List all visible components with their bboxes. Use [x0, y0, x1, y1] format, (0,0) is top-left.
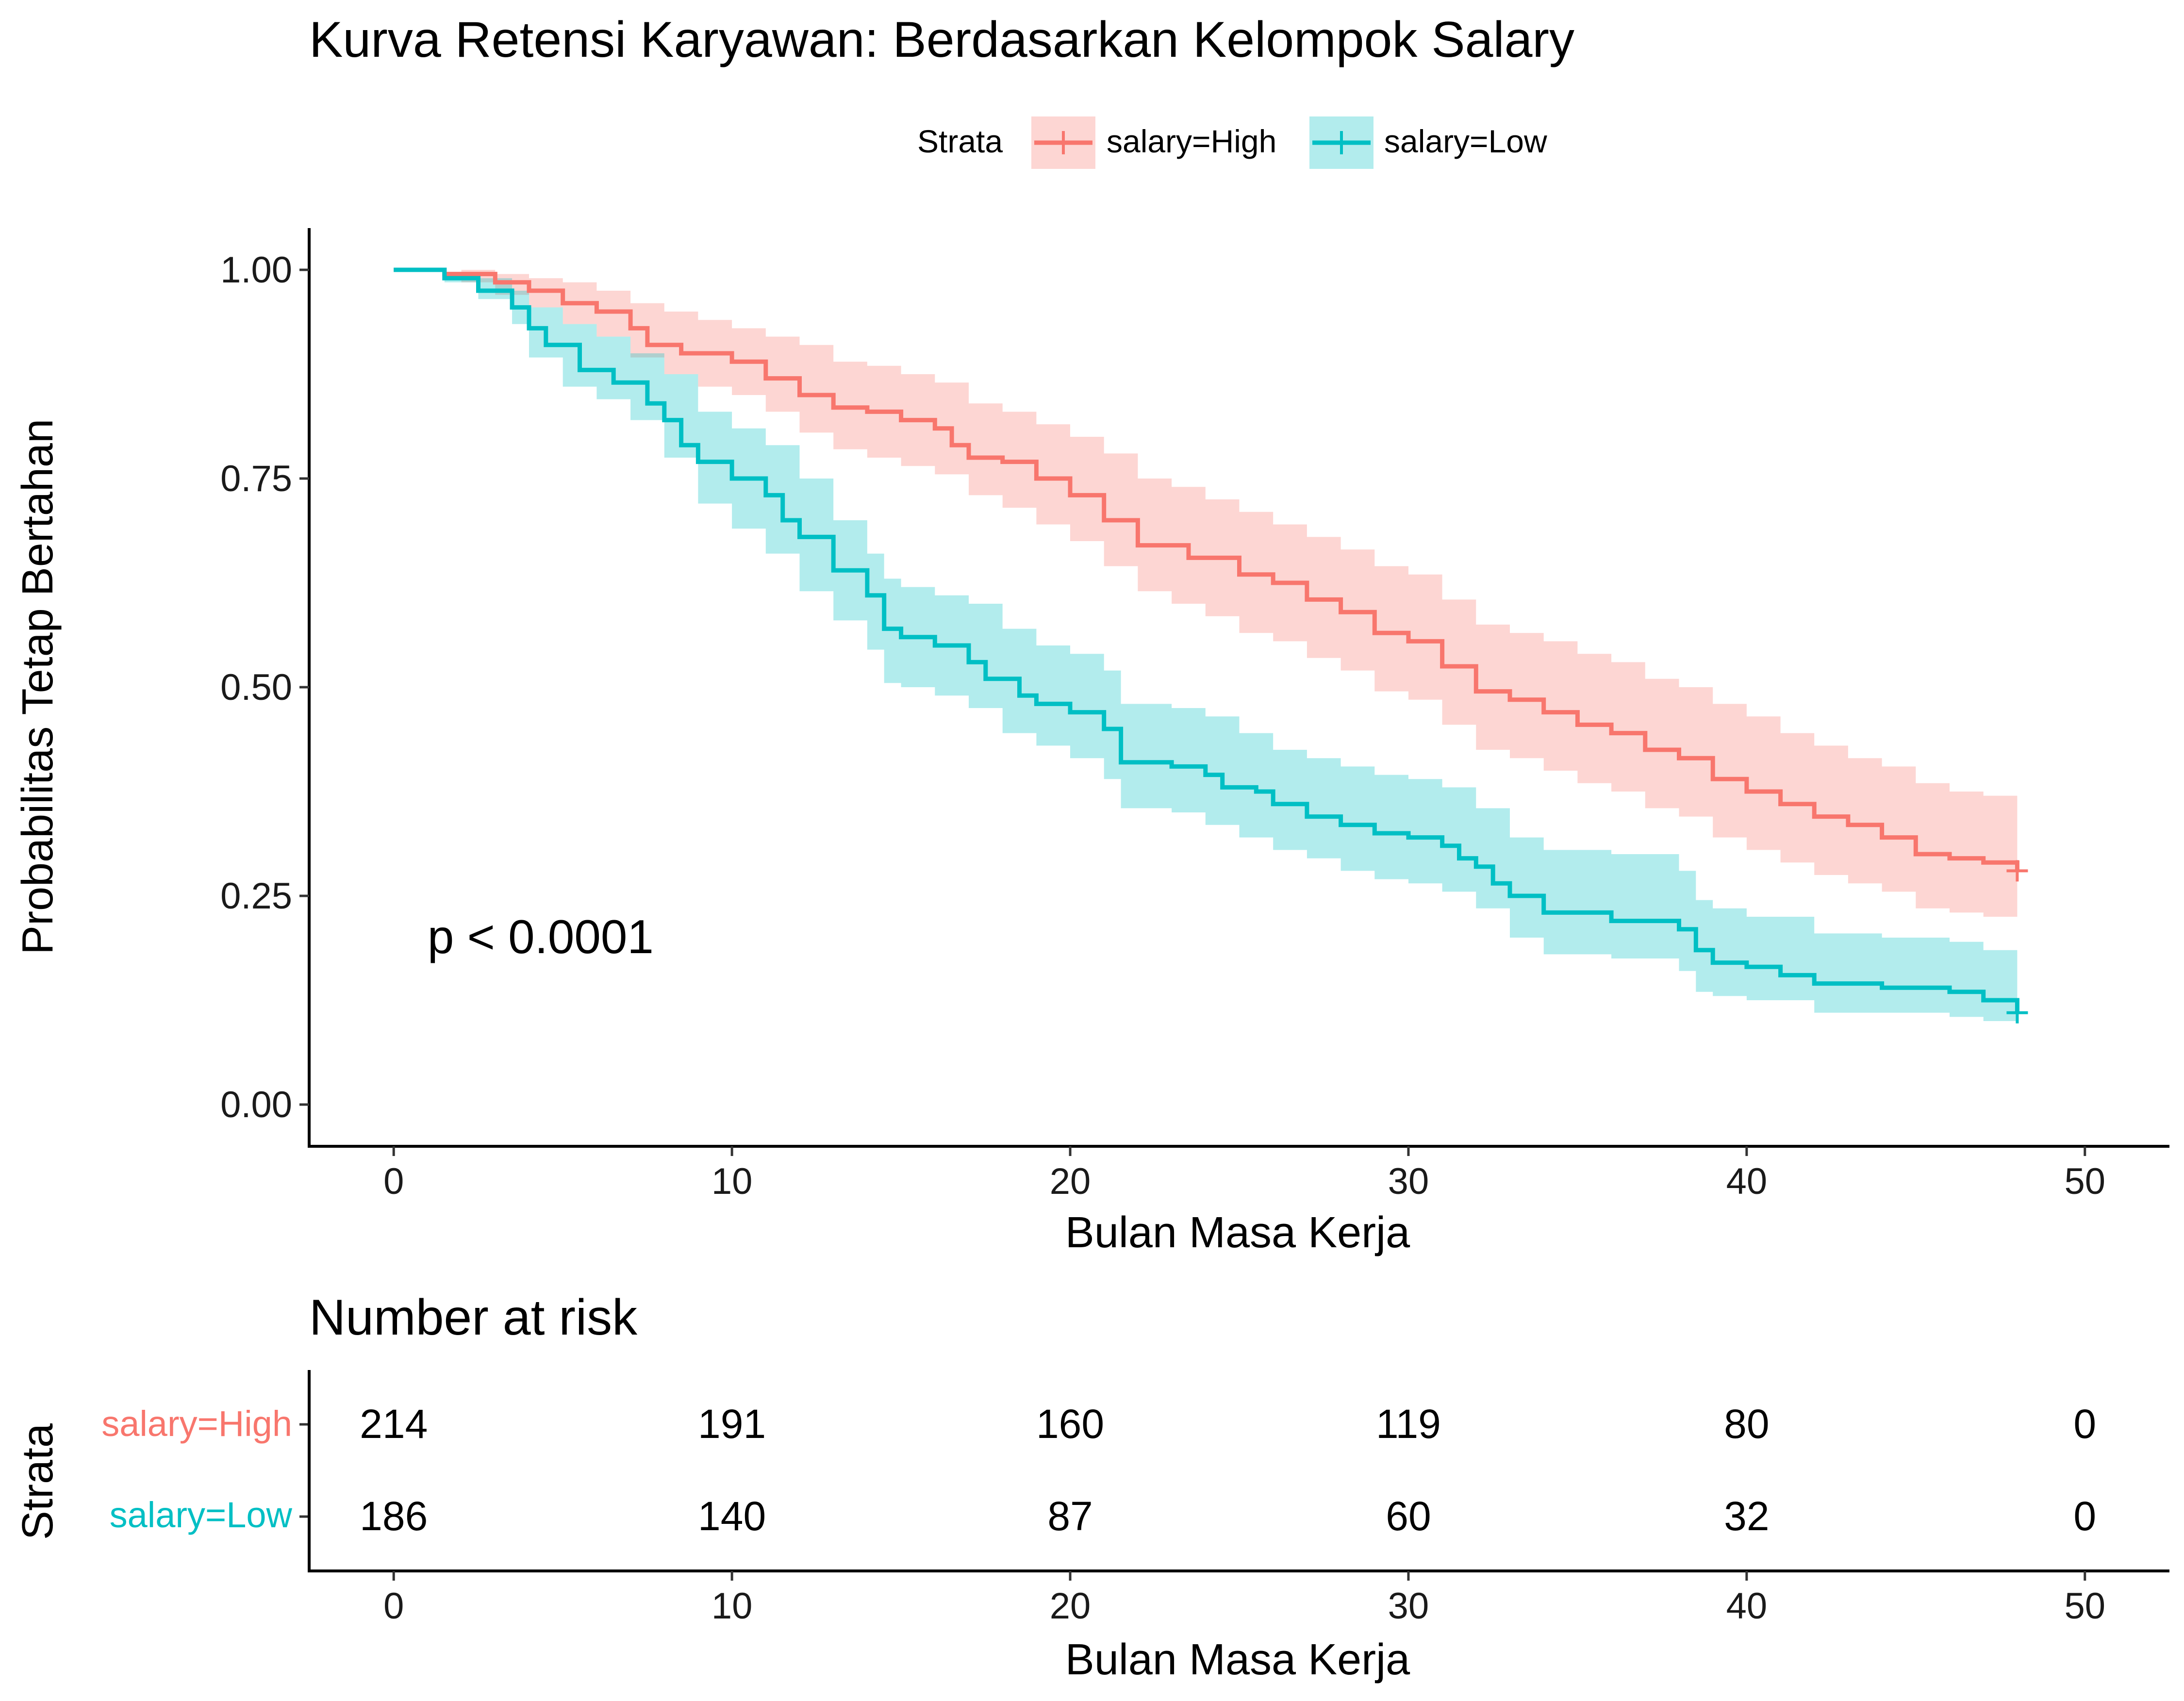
y-tick-label: 0.50	[220, 667, 292, 708]
legend-key-low	[1309, 116, 1373, 169]
risk-x-axis-title: Bulan Masa Kerja	[1065, 1635, 1410, 1684]
y-axis-ticks: 0.00 0.25 0.50 0.75 1.00	[220, 249, 309, 1125]
risk-cell: 214	[360, 1401, 428, 1447]
x-axis-title: Bulan Masa Kerja	[1065, 1208, 1410, 1257]
risk-x-axis-ticks: 0 10 20 30 40 50	[383, 1571, 2105, 1627]
y-tick-label: 0.25	[220, 875, 292, 917]
x-tick-label: 40	[1726, 1161, 1768, 1202]
y-axis-title: Probabilitas Tetap Bertahan	[14, 419, 62, 955]
x-tick-label: 20	[1050, 1161, 1091, 1202]
risk-x-tick-label: 20	[1050, 1585, 1091, 1627]
survival-curve-high	[394, 267, 2019, 871]
risk-row-label-low: salary=Low	[110, 1495, 293, 1535]
censor-marks	[2006, 860, 2028, 1024]
x-tick-label: 30	[1388, 1161, 1429, 1202]
x-tick-label: 10	[711, 1161, 753, 1202]
censor-mark-high	[2006, 860, 2028, 882]
legend-label-high: salary=High	[1107, 123, 1276, 159]
survival-curves	[394, 267, 2019, 1013]
censor-mark-low	[2006, 1002, 2028, 1024]
x-tick-label: 0	[383, 1161, 404, 1202]
y-tick-label: 0.00	[220, 1084, 292, 1125]
risk-y-axis-title: Strata	[14, 1423, 62, 1540]
risk-cell: 186	[360, 1493, 428, 1539]
risk-cell: 87	[1047, 1493, 1092, 1539]
risk-cell: 191	[698, 1401, 766, 1447]
risk-cell: 32	[1724, 1493, 1769, 1539]
risk-cell: 80	[1724, 1401, 1769, 1447]
chart-title: Kurva Retensi Karyawan: Berdasarkan Kelo…	[309, 12, 1574, 68]
legend-label-low: salary=Low	[1384, 123, 1547, 159]
survival-plot-panel: 0.00 0.25 0.50 0.75 1.00 0 10 20 30 40 50 p < 0.0…	[14, 228, 2169, 1257]
risk-x-tick-label: 40	[1726, 1585, 1768, 1627]
risk-cell: 140	[698, 1493, 766, 1539]
survival-curve-low	[394, 267, 2019, 1013]
risk-x-tick-label: 30	[1388, 1585, 1429, 1627]
x-axis-ticks: 0 10 20 30 40 50	[383, 1146, 2105, 1202]
legend: Strata salary=High salary=Low	[917, 116, 1547, 169]
risk-cell: 160	[1036, 1401, 1104, 1447]
confidence-band-low	[394, 270, 2018, 1030]
confidence-band-high	[394, 270, 2018, 921]
risk-table-panel: Number at risk salary=High salary=Low 21…	[14, 1289, 2169, 1684]
risk-table-title: Number at risk	[309, 1289, 638, 1346]
y-tick-label: 1.00	[220, 249, 292, 291]
legend-key-high	[1031, 116, 1095, 169]
risk-x-tick-label: 0	[383, 1585, 404, 1627]
risk-cell: 0	[2073, 1401, 2096, 1447]
risk-row-label-high: salary=High	[101, 1404, 292, 1444]
confidence-bands	[394, 270, 2018, 1030]
p-value-annotation: p < 0.0001	[428, 910, 654, 963]
risk-x-tick-label: 50	[2064, 1585, 2105, 1627]
y-tick-label: 0.75	[220, 458, 292, 499]
risk-cell: 0	[2073, 1493, 2096, 1539]
risk-cell: 119	[1376, 1401, 1441, 1447]
legend-title: Strata	[917, 123, 1003, 159]
risk-cell: 60	[1386, 1493, 1431, 1539]
risk-table-cells: 214 191 160 119 80 0 186 140 87 60 32 0	[299, 1401, 2096, 1539]
risk-x-tick-label: 10	[711, 1585, 753, 1627]
x-tick-label: 50	[2064, 1161, 2105, 1202]
